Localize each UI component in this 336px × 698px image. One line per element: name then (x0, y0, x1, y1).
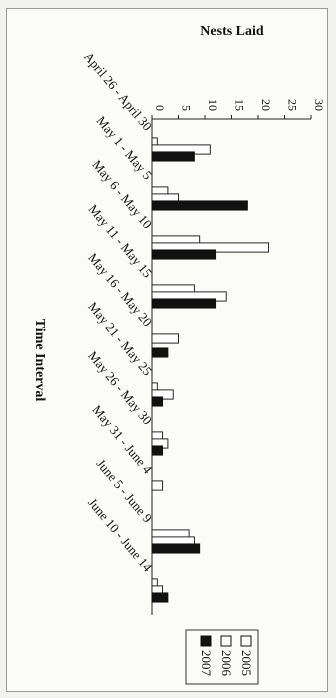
bar-2007-may-16-may-20 (151, 347, 169, 358)
bar-2005-may-16-may-20 (151, 333, 179, 344)
value-tick-label: 30 (312, 99, 326, 111)
value-tick-label: 10 (206, 99, 220, 111)
value-tick-label: 0 (153, 105, 167, 111)
legend: 2005 2006 2007 (185, 629, 259, 685)
legend-swatch-2005 (240, 635, 252, 647)
legend-label-2007: 2007 (199, 650, 214, 677)
legend-swatch-2006 (220, 635, 232, 647)
bar-2007-may-1-may-5 (151, 200, 248, 211)
value-tick-label: 15 (233, 99, 247, 111)
chart-title: Nests Laid (200, 24, 264, 39)
bar-2007-may-11-may-15 (151, 298, 217, 309)
bar-2007-april-26-april-30 (151, 151, 195, 162)
legend-label-2005: 2005 (239, 650, 254, 676)
bar-2007-june-10-june-14 (151, 592, 169, 603)
legend-swatch-2007 (200, 635, 212, 647)
bar-2007-may-26-may-30 (151, 445, 164, 456)
value-tick-label: 25 (286, 99, 300, 111)
bar-2007-may-21-may-25 (151, 396, 164, 407)
value-tick-label: 20 (259, 99, 273, 111)
bar-2007-may-6-may-10 (151, 249, 217, 260)
value-tick-label: 5 (180, 105, 194, 111)
bars (151, 137, 270, 603)
bar-2007-june-5-june-9 (151, 543, 201, 554)
bar-2005-may-31-june-4 (151, 480, 164, 491)
y-axis-title: Time Interval (32, 319, 47, 402)
legend-label-2006: 2006 (219, 650, 234, 677)
category-label: April 26 - April 30 (81, 49, 155, 133)
